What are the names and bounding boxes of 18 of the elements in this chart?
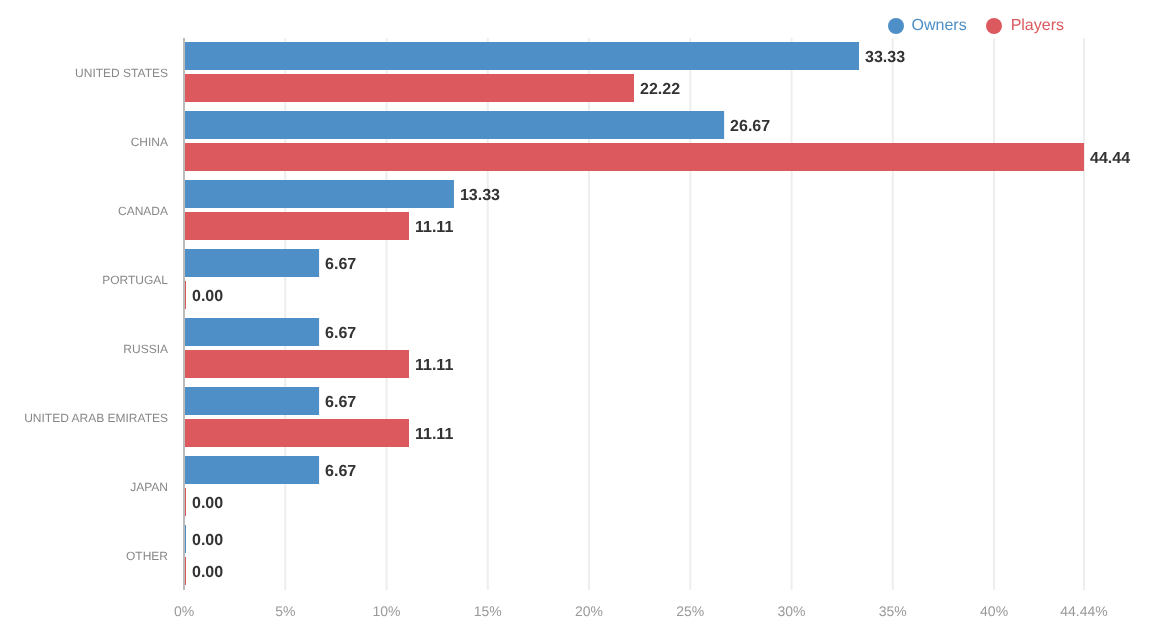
data-label: 22.22 xyxy=(640,80,682,98)
legend-label: Owners xyxy=(911,16,967,34)
data-label: 11.11 xyxy=(415,218,455,236)
legend-label: Players xyxy=(1010,16,1064,34)
data-label: 44.44 xyxy=(1090,149,1132,167)
data-label: 0.00 xyxy=(192,494,225,512)
data-label: 6.67 xyxy=(325,324,358,342)
data-label: 13.33 xyxy=(459,186,502,204)
data-label: 11.11 xyxy=(415,356,455,374)
data-label: 11.11 xyxy=(415,425,455,443)
data-label: 6.67 xyxy=(325,462,358,480)
data-label: 33.33 xyxy=(865,48,907,66)
data-label: 0.00 xyxy=(192,531,225,549)
data-label: 0.00 xyxy=(192,563,225,581)
data-label: 0.00 xyxy=(192,287,225,305)
data-label: 6.67 xyxy=(325,255,358,273)
data-label: 6.67 xyxy=(325,393,358,411)
data-label: 26.67 xyxy=(730,117,772,135)
